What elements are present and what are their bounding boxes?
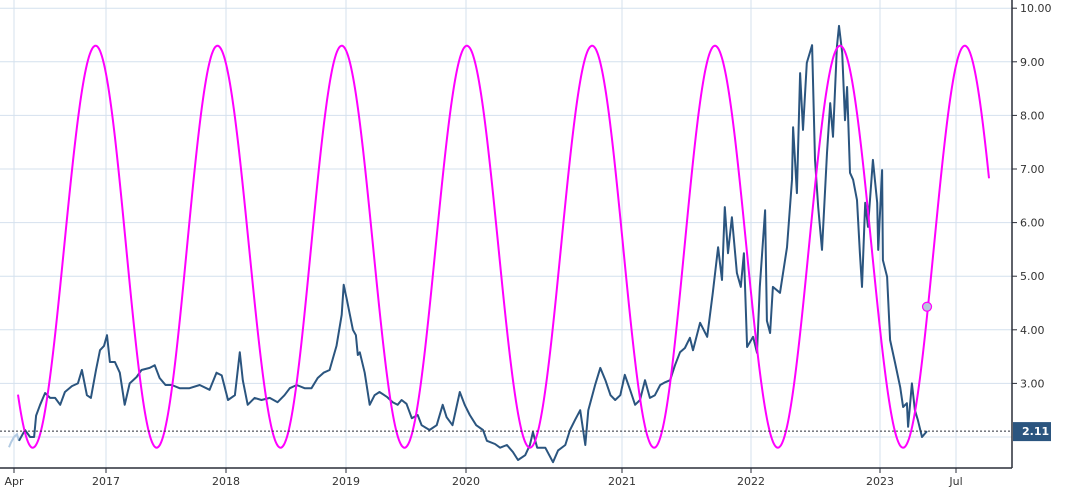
y-tick-label: 6.00: [1020, 217, 1045, 230]
x-tick-label: 2021: [608, 475, 636, 488]
x-tick-label: 2017: [92, 475, 120, 488]
plot-area[interactable]: [0, 24, 1012, 464]
x-tick-label: Apr: [4, 475, 24, 488]
y-tick-label: 4.00: [1020, 324, 1045, 337]
axes: 10.00 9.00 8.00 7.00 6.00 5.00 4.00 3.00 Apr 2017…: [0, 0, 1052, 488]
x-tick-label: 2020: [452, 475, 480, 488]
y-tick-label: 10.00: [1020, 2, 1052, 15]
y-tick-label: 9.00: [1020, 56, 1045, 69]
price-line-faded: [8, 432, 20, 448]
x-tick-label: Jul: [948, 475, 962, 488]
y-tick-label: 5.00: [1020, 270, 1045, 283]
x-tick-label: 2018: [212, 475, 240, 488]
y-tick-label: 7.00: [1020, 163, 1045, 176]
y-tick-label: 8.00: [1020, 109, 1045, 122]
cycle-current-marker[interactable]: [921, 301, 933, 312]
x-tick-label: 2022: [737, 475, 765, 488]
last-price-label: 2.11: [1022, 425, 1049, 438]
x-tick-label: 2023: [866, 475, 894, 488]
x-tick-label: 2019: [332, 475, 360, 488]
cycle-line[interactable]: [17, 44, 990, 449]
y-tick-label: 3.00: [1020, 377, 1045, 390]
last-price-badge: [1013, 422, 1051, 442]
price-line[interactable]: [18, 24, 928, 464]
grid: [0, 0, 1012, 468]
